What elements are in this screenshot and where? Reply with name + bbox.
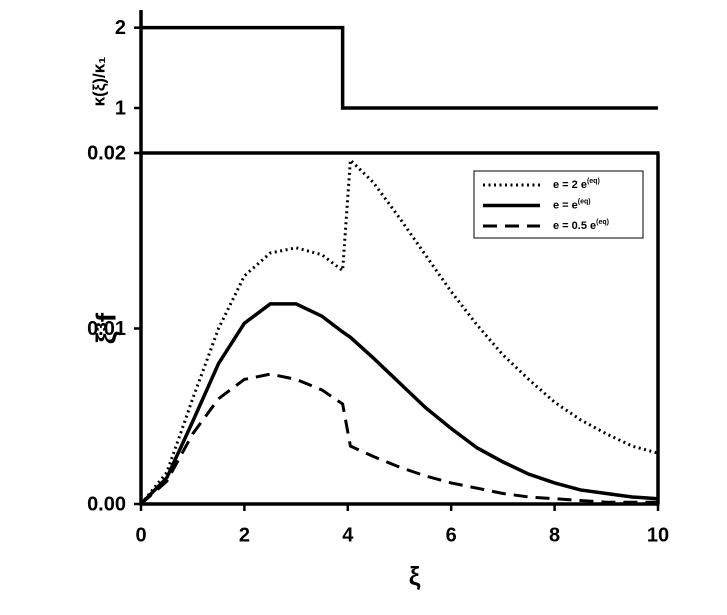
y-tick-label: 0.00: [87, 493, 126, 515]
y-axis-label: κ(ξ)/κ₁: [89, 57, 108, 107]
y-tick-label: 2: [115, 17, 126, 39]
y-tick-label: 1: [115, 97, 126, 119]
data-line: [139, 302, 659, 506]
legend-label: e = 2 e(eq): [553, 178, 600, 191]
x-tick-label: 8: [549, 524, 560, 546]
legend-label: e = 0.5 e(eq): [553, 219, 609, 232]
legend-label: e = e(eq): [553, 198, 591, 211]
x-tick-label: 10: [647, 524, 669, 546]
x-tick-label: 2: [239, 524, 250, 546]
data-line: [140, 372, 658, 506]
y-tick-label: 0.01: [87, 318, 126, 340]
x-tick-label: 4: [342, 524, 354, 546]
y-axis-label: ξ³f: [90, 312, 121, 344]
y-tick-label: 0.02: [87, 142, 126, 164]
legend: e = 2 e(eq) e = e(eq) e = 0.5 e(eq): [473, 170, 644, 239]
x-tick-label: 0: [135, 524, 146, 546]
data-line: [141, 25, 658, 110]
x-tick-label: 6: [446, 524, 457, 546]
x-axis-label: ξ: [409, 561, 421, 591]
